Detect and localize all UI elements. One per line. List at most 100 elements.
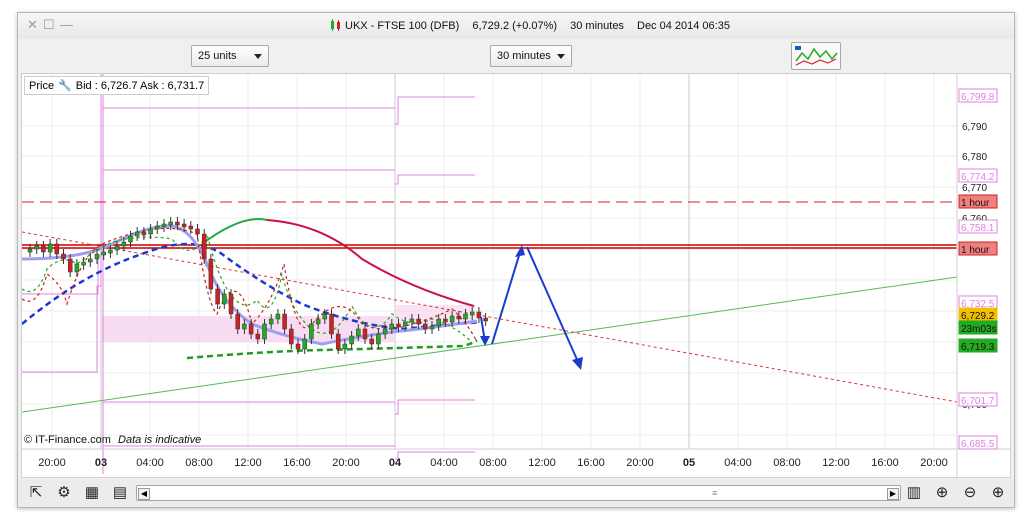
ma-green-dashed — [186, 338, 478, 360]
candle-body — [188, 225, 194, 230]
price-label-box — [958, 338, 998, 353]
candle-body — [195, 228, 200, 235]
candle-body — [41, 245, 46, 253]
x-tick-label: 20:00 — [920, 457, 948, 469]
candle-body — [295, 343, 301, 350]
candle-body — [356, 328, 361, 337]
table-icon[interactable]: ▦ — [84, 484, 100, 501]
x-tick-label: 16:00 — [577, 457, 605, 469]
candle-body — [114, 245, 120, 251]
candle-body — [322, 313, 328, 320]
candle-body — [429, 325, 435, 330]
candle-body — [235, 313, 240, 330]
restore-icon[interactable]: ☐ — [43, 17, 55, 32]
candle-body — [248, 323, 254, 335]
candle-body — [456, 315, 462, 320]
downtrend-line — [21, 231, 958, 403]
candle-body — [168, 221, 173, 226]
grid — [22, 74, 957, 449]
scroll-left-icon[interactable]: ◀ — [138, 488, 150, 500]
candle-body — [335, 333, 341, 350]
price-label-text: 6,758.1 — [961, 223, 995, 234]
candle-body — [121, 241, 127, 247]
price-label-text: 23m03s — [961, 324, 997, 335]
price-change: 6,729.2 (+0.07%) — [472, 20, 558, 32]
candle-body — [469, 311, 475, 316]
price-label-text: 6,799.8 — [961, 92, 995, 103]
units-select[interactable]: 25 units — [191, 45, 269, 67]
price-label-box — [958, 241, 998, 256]
zoom-in-icon[interactable]: ⊕ — [991, 484, 1005, 501]
candle-body — [128, 235, 133, 243]
price-label-box — [958, 219, 998, 234]
price-label-box — [958, 435, 998, 450]
projection-arrows — [480, 245, 583, 370]
x-tick-label: 08:00 — [773, 457, 801, 469]
chart-type-icon[interactable]: ▥ — [906, 484, 922, 501]
chart-scrollbar[interactable]: ◀ ≡ ▶ — [136, 485, 901, 501]
candle-body — [416, 318, 421, 325]
candle-body — [289, 328, 294, 345]
candle-body — [423, 323, 428, 330]
x-tick-label: 08:00 — [185, 457, 213, 469]
candle-body — [222, 293, 227, 305]
candle-body — [443, 318, 448, 323]
x-tick-label: 16:00 — [871, 457, 899, 469]
title-bar: ✕ ☐ — UKX - FTSE 100 (DFB) 6,729.2 (+0.0… — [18, 13, 1014, 39]
zoom-settings-icon[interactable]: ⚙ — [57, 484, 71, 501]
zoom-out-icon[interactable]: ⊖ — [963, 484, 977, 501]
export-icon[interactable]: ⇱ — [29, 484, 43, 501]
candlestick-icon — [329, 18, 343, 37]
y-tick-label: 6,780 — [962, 152, 987, 163]
price-chart[interactable]: 6,7906,7806,7706,7606,7406,7106,7006,799… — [21, 74, 1010, 477]
minimize-icon[interactable]: — — [60, 17, 73, 32]
x-tick-label: 04:00 — [724, 457, 752, 469]
wrench-icon[interactable]: 🔧 — [58, 80, 72, 92]
price-label: Price — [29, 79, 55, 92]
x-tick-label: 03 — [95, 457, 107, 469]
candle-body — [309, 323, 314, 340]
y-tick-label: 6,770 — [962, 183, 987, 194]
candle-body — [342, 343, 348, 350]
candle-body — [369, 338, 374, 345]
app-window: ✕ ☐ — UKX - FTSE 100 (DFB) 6,729.2 (+0.0… — [17, 12, 1015, 508]
scroll-right-icon[interactable]: ▶ — [887, 488, 899, 500]
candle-body — [302, 338, 307, 350]
price-label-box — [958, 88, 998, 103]
time-axis-labels: 20:00 03 04:00 08:00 12:00 16:00 20:00 04 04:00 0… — [38, 457, 948, 469]
pivot-lines — [22, 74, 475, 474]
x-tick-label: 20:00 — [332, 457, 360, 469]
indicator-button[interactable] — [791, 42, 841, 70]
x-tick-label: 04 — [389, 457, 402, 469]
candle-body — [34, 245, 39, 250]
candle-body — [148, 228, 153, 235]
candle-body — [463, 313, 468, 320]
x-tick-label: 12:00 — [528, 457, 556, 469]
ma-red — [266, 219, 475, 307]
price-label-text: 6,729.2 — [961, 311, 995, 322]
candle-body — [382, 328, 388, 335]
candle-body — [349, 335, 354, 345]
price-label-text: 6,732.5 — [961, 299, 995, 310]
interval-select[interactable]: 30 minutes — [490, 45, 572, 67]
x-tick-label: 20:00 — [626, 457, 654, 469]
bottom-toolbar: ⇱ ⚙ ▦ ▤ ◀ ≡ ▶ ▥ ⊕ ⊖ ⊕ — [18, 479, 1014, 507]
candle-body — [27, 248, 33, 253]
candle-body — [275, 313, 281, 320]
candle-body — [228, 293, 234, 315]
candle-body — [175, 221, 180, 226]
bars-icon[interactable]: ▤ — [112, 484, 128, 501]
window-title: UKX - FTSE 100 (DFB) 6,729.2 (+0.07%) 30… — [345, 20, 740, 32]
candle-body — [81, 261, 86, 266]
candle-body — [108, 249, 113, 254]
candle-body — [476, 311, 482, 319]
pivot-zone-2 — [395, 305, 475, 325]
x-tick-label: 12:00 — [234, 457, 262, 469]
zoom-fit-icon[interactable]: ⊕ — [935, 484, 949, 501]
close-icon[interactable]: ✕ — [27, 17, 38, 32]
scroll-thumb-icon[interactable]: ≡ — [712, 488, 718, 498]
price-label-text: 6,719.3 — [961, 342, 995, 353]
price-axis-labels: 6,7906,7806,7706,7606,7406,7106,7006,799… — [958, 88, 998, 450]
chart-area[interactable]: 6,7906,7806,7706,7606,7406,7106,7006,799… — [21, 73, 1011, 478]
disclaimer-text: Data is indicative — [118, 434, 202, 446]
